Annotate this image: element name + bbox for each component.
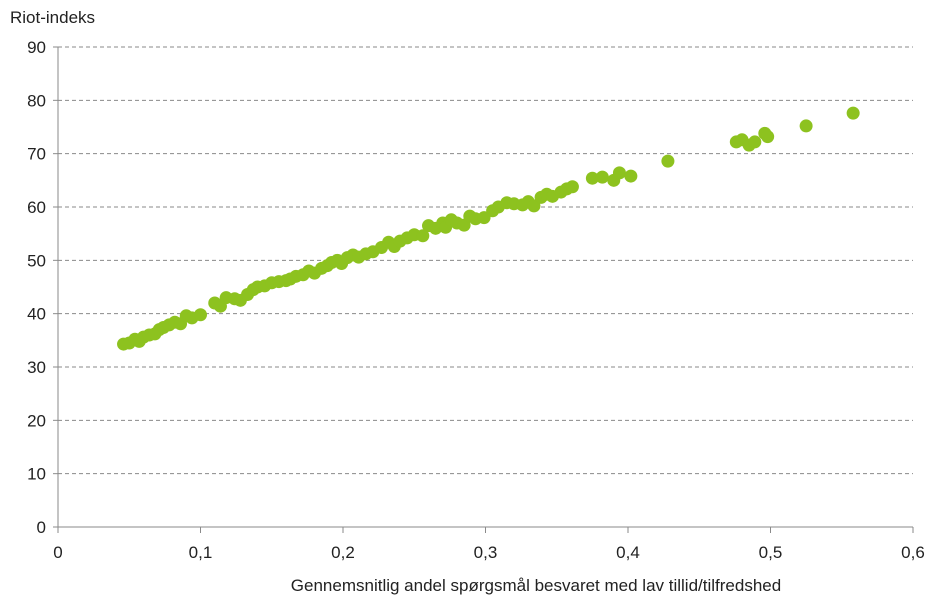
data-point [612,166,626,180]
y-tick-label: 70 [27,145,46,164]
x-axis-title: Gennemsnitlig andel spørgsmål besvaret m… [290,576,782,595]
y-tick-label: 30 [27,358,46,377]
data-points [117,106,860,351]
data-point [748,135,762,149]
data-point [624,169,638,183]
data-point [194,308,207,322]
x-tick-label: 0,5 [759,543,783,562]
y-tick-label: 20 [27,411,46,430]
x-tick-label: 0,3 [474,543,498,562]
y-tick-label: 90 [27,38,46,57]
data-point [527,199,541,213]
data-point [661,154,675,168]
y-tick-label: 80 [27,91,46,110]
data-point [799,119,813,133]
y-tick-label: 40 [27,305,46,324]
x-tick-label: 0,1 [189,543,213,562]
y-tick-label: 10 [27,465,46,484]
data-point [565,180,579,194]
axes [53,46,914,533]
x-tick-label: 0,6 [901,543,925,562]
data-point [761,130,775,144]
x-tick-label: 0,4 [616,543,640,562]
data-point [585,171,599,185]
gridlines [58,46,913,475]
data-point [595,170,609,184]
y-tick-label: 0 [37,518,46,537]
y-tick-labels: 0 10 20 30 40 50 60 70 80 90 [27,38,46,537]
data-point [416,229,430,243]
y-tick-label: 50 [27,251,46,270]
x-tick-label: 0 [53,543,62,562]
y-axis-title: Riot-indeks [10,8,96,27]
x-tick-label: 0,2 [331,543,355,562]
x-tick-labels: 0 0,1 0,2 0,3 0,4 0,5 0,6 [53,543,925,562]
data-point [846,106,860,120]
y-tick-label: 60 [27,198,46,217]
